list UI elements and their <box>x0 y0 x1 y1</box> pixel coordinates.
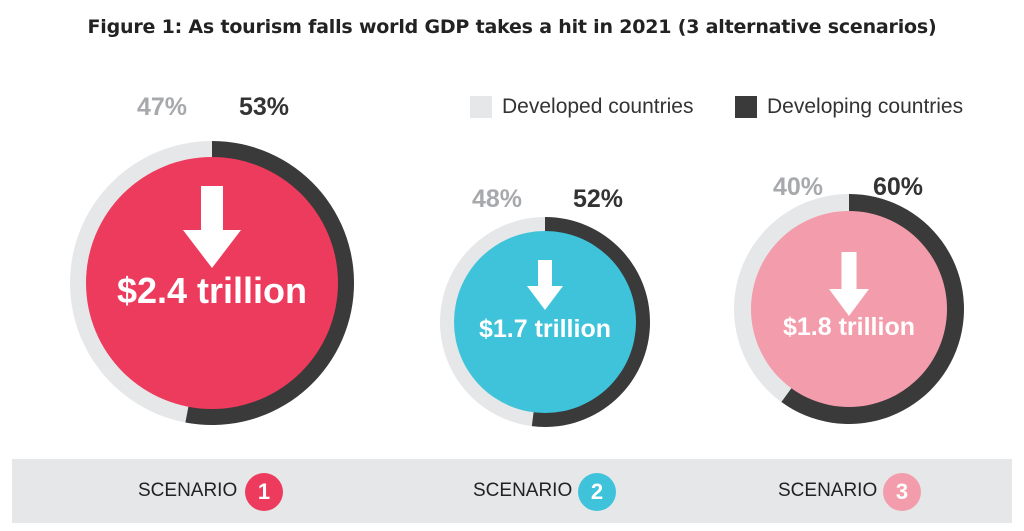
down-arrow-icon <box>829 252 869 316</box>
scenario-number-1: 1 <box>245 473 283 511</box>
gdp-loss-label-3: $1.8 trillion <box>783 313 915 341</box>
developing-pct-label-1: 53% <box>239 93 289 121</box>
legend-item-developing: Developing countries <box>735 95 963 119</box>
down-arrow-icon <box>527 260 563 310</box>
legend-label-developing: Developing countries <box>767 95 964 118</box>
scenario-label-1: SCENARIO <box>138 480 238 501</box>
chart-title: Figure 1: As tourism falls world GDP tak… <box>87 16 937 38</box>
scenario-label-2: SCENARIO <box>473 480 573 501</box>
scenario-number-3: 3 <box>883 473 921 511</box>
gdp-loss-label-1: $2.4 trillion <box>117 270 307 311</box>
down-arrow-icon <box>183 186 241 268</box>
scenario-number-2: 2 <box>578 473 616 511</box>
developed-pct-label-2: 48% <box>472 185 522 213</box>
developing-pct-label-2: 52% <box>573 185 623 213</box>
developing-pct-label-3: 60% <box>873 173 923 201</box>
developed-pct-label-3: 40% <box>773 173 823 201</box>
gdp-loss-label-2: $1.7 trillion <box>479 315 611 343</box>
developed-pct-label-1: 47% <box>137 93 187 121</box>
scenario-circle-1 <box>86 157 338 409</box>
scenario-bar <box>12 459 1012 523</box>
scenario-label-3: SCENARIO <box>778 480 878 501</box>
legend-swatch-developing <box>735 96 757 118</box>
legend-item-developed: Developed countries <box>470 95 693 119</box>
legend-label-developed: Developed countries <box>502 95 694 118</box>
legend-swatch-developed <box>470 96 492 118</box>
scenario-circle-2 <box>454 231 636 413</box>
